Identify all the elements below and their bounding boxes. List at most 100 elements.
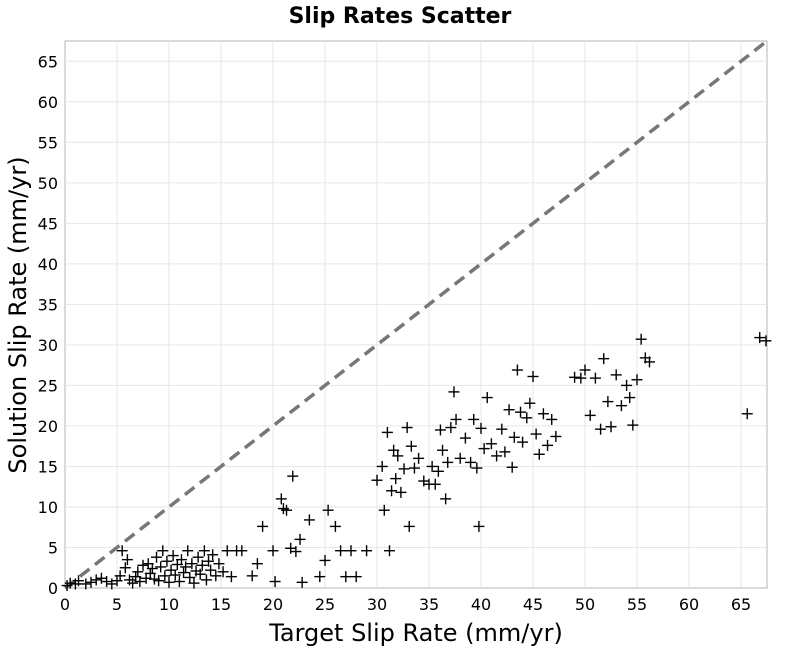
data-point-53 bbox=[207, 549, 219, 561]
data-point-43 bbox=[186, 558, 198, 570]
data-point-72 bbox=[294, 533, 306, 545]
data-point-137 bbox=[542, 439, 554, 451]
y-tick-label-2: 10 bbox=[38, 498, 58, 517]
data-point-60 bbox=[236, 545, 248, 557]
data-point-89 bbox=[386, 485, 398, 497]
x-tick-label-10: 50 bbox=[575, 595, 595, 614]
y-tick-label-10: 50 bbox=[38, 174, 58, 193]
x-tick-label-12: 60 bbox=[679, 595, 699, 614]
data-point-95 bbox=[401, 422, 413, 434]
data-point-130 bbox=[517, 436, 529, 448]
data-point-32 bbox=[163, 576, 175, 588]
data-point-74 bbox=[303, 514, 315, 526]
data-point-24 bbox=[146, 563, 158, 575]
data-point-106 bbox=[437, 444, 449, 456]
data-point-102 bbox=[426, 460, 438, 472]
data-point-66 bbox=[275, 493, 287, 505]
data-point-138 bbox=[546, 413, 558, 425]
data-point-28 bbox=[155, 561, 167, 573]
data-point-8 bbox=[101, 576, 113, 588]
data-point-51 bbox=[203, 555, 215, 567]
data-points bbox=[61, 332, 772, 592]
data-point-151 bbox=[621, 379, 633, 391]
data-point-105 bbox=[434, 424, 446, 436]
data-point-125 bbox=[503, 404, 515, 416]
data-point-109 bbox=[445, 422, 457, 434]
data-point-26 bbox=[151, 551, 163, 563]
y-tick-label-8: 40 bbox=[38, 255, 58, 274]
data-point-55 bbox=[213, 558, 225, 570]
data-point-79 bbox=[335, 545, 347, 557]
data-point-97 bbox=[405, 440, 417, 452]
data-point-103 bbox=[429, 478, 441, 490]
data-point-91 bbox=[390, 473, 402, 485]
data-point-94 bbox=[398, 463, 410, 475]
data-point-52 bbox=[205, 564, 217, 576]
data-point-134 bbox=[530, 428, 542, 440]
x-tick-label-5: 25 bbox=[315, 595, 335, 614]
data-point-37 bbox=[173, 576, 185, 588]
data-point-146 bbox=[598, 353, 610, 365]
data-point-3 bbox=[73, 575, 85, 587]
y-tick-label-1: 5 bbox=[48, 538, 58, 557]
data-point-98 bbox=[408, 462, 420, 474]
data-point-136 bbox=[537, 408, 549, 420]
x-tick-label-7: 35 bbox=[419, 595, 439, 614]
reference-line bbox=[63, 39, 769, 590]
data-point-58 bbox=[225, 571, 237, 583]
data-point-65 bbox=[269, 576, 281, 588]
data-point-44 bbox=[188, 577, 200, 589]
data-point-93 bbox=[395, 486, 407, 498]
data-point-20 bbox=[137, 559, 149, 571]
data-point-160 bbox=[760, 335, 772, 347]
data-point-143 bbox=[584, 409, 596, 421]
data-point-68 bbox=[281, 504, 293, 516]
data-point-30 bbox=[159, 570, 171, 582]
data-point-47 bbox=[194, 568, 206, 580]
data-point-62 bbox=[251, 558, 263, 570]
data-point-81 bbox=[345, 545, 357, 557]
data-point-75 bbox=[314, 571, 326, 583]
data-point-141 bbox=[575, 372, 587, 384]
data-point-87 bbox=[381, 426, 393, 438]
data-point-159 bbox=[754, 332, 766, 344]
data-point-129 bbox=[515, 406, 527, 418]
data-point-155 bbox=[635, 333, 647, 345]
y-tick-label-9: 45 bbox=[38, 214, 58, 233]
chart-title: Slip Rates Scatter bbox=[289, 4, 512, 29]
data-point-152 bbox=[624, 392, 636, 404]
data-point-48 bbox=[196, 559, 208, 571]
data-point-64 bbox=[267, 545, 279, 557]
y-tick-label-11: 55 bbox=[38, 133, 58, 152]
data-point-118 bbox=[475, 422, 487, 434]
data-point-132 bbox=[524, 397, 536, 409]
data-point-16 bbox=[127, 577, 139, 589]
data-point-124 bbox=[499, 446, 511, 458]
data-point-85 bbox=[376, 460, 388, 472]
data-point-117 bbox=[473, 520, 485, 532]
y-axis-label: Solution Slip Rate (mm/yr) bbox=[4, 156, 32, 473]
x-tick-label-1: 5 bbox=[112, 595, 122, 614]
data-point-158 bbox=[741, 408, 753, 420]
data-point-12 bbox=[116, 545, 128, 557]
data-point-38 bbox=[175, 554, 187, 566]
data-point-27 bbox=[153, 575, 165, 587]
data-point-54 bbox=[210, 570, 222, 582]
data-point-77 bbox=[322, 504, 334, 516]
data-point-71 bbox=[290, 546, 302, 558]
x-tick-label-9: 45 bbox=[523, 595, 543, 614]
data-point-19 bbox=[134, 576, 146, 588]
data-point-157 bbox=[643, 356, 655, 368]
x-tick-label-11: 55 bbox=[627, 595, 647, 614]
data-point-126 bbox=[506, 461, 518, 473]
data-point-111 bbox=[450, 413, 462, 425]
data-point-114 bbox=[465, 456, 477, 468]
y-tick-label-13: 65 bbox=[38, 52, 58, 71]
y-tick-label-4: 20 bbox=[38, 417, 58, 436]
data-point-42 bbox=[184, 571, 196, 583]
data-point-18 bbox=[132, 566, 144, 578]
data-point-14 bbox=[121, 554, 133, 566]
data-point-6 bbox=[90, 574, 102, 586]
y-tick-label-0: 0 bbox=[48, 579, 58, 598]
